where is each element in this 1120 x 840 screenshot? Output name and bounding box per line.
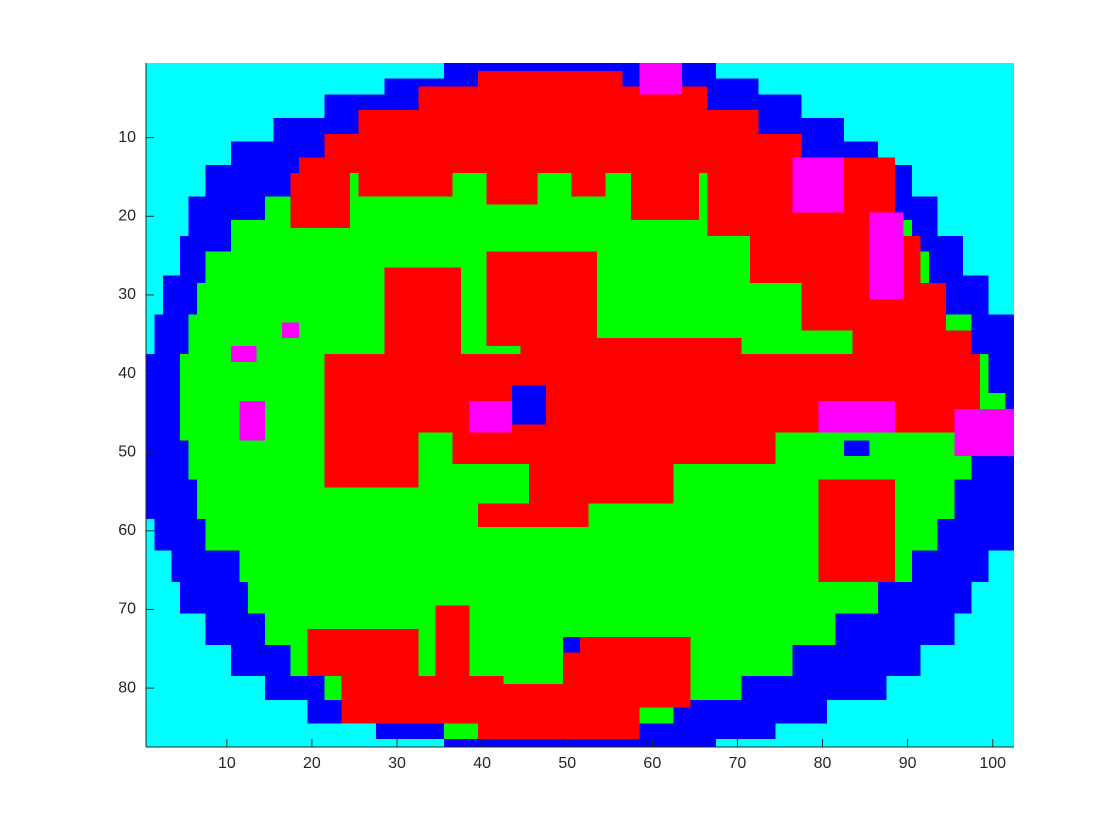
pixel-region [562,636,691,708]
y-tick-label: 70 [118,601,136,618]
pixel-region [631,157,700,221]
pixel-region [231,346,257,362]
y-tick-label: 60 [118,522,136,539]
pixel-region [792,157,844,213]
x-tick-label: 40 [473,755,491,772]
pixel-region [818,479,895,582]
y-tick-label: 30 [118,286,136,303]
pixel-region [435,605,470,708]
pixel-region [452,432,776,464]
pixel-region [469,401,512,433]
pixel-region [511,385,546,425]
pixel-region [239,550,912,582]
x-tick-label: 80 [814,755,832,772]
y-tick-label: 10 [118,129,136,146]
x-tick-label: 20 [303,755,321,772]
pixel-region [818,401,895,433]
x-tick-label: 60 [643,755,661,772]
pixel-region [562,636,580,653]
pixel-region [954,408,1014,457]
pixel-region [639,63,683,95]
image [146,63,1014,747]
x-tick-label: 90 [899,755,917,772]
pixel-region [477,503,589,527]
pixel-region [571,173,606,197]
pixel-region [341,676,504,724]
y-tick-label: 50 [118,443,136,460]
x-tick-label: 30 [388,755,406,772]
pixel-region [358,173,453,197]
pixel-region [486,173,538,205]
y-tick-label: 20 [118,208,136,225]
pixel-region [239,401,266,441]
pixel-region [307,629,419,677]
pixel-region [324,133,802,158]
pixel-region [869,212,904,299]
pixel-region [418,86,708,111]
pixel-region [290,173,351,229]
pixel-region [324,432,419,488]
pixel-region [477,70,623,87]
x-tick-label: 50 [558,755,576,772]
pixel-region [358,110,759,134]
pixel-region [528,463,674,504]
pixel-region [384,267,461,354]
y-tick-label: 80 [118,679,136,696]
y-tick-label: 40 [118,365,136,382]
pixel-region [443,739,717,747]
x-tick-label: 10 [218,755,236,772]
pixel-region [843,440,870,457]
pixel-region [299,157,836,174]
pixel-region [486,251,598,347]
pixel-region [282,322,300,339]
pixel-region [248,581,878,614]
x-tick-label: 70 [729,755,747,772]
x-tick-label: 100 [979,755,1006,772]
